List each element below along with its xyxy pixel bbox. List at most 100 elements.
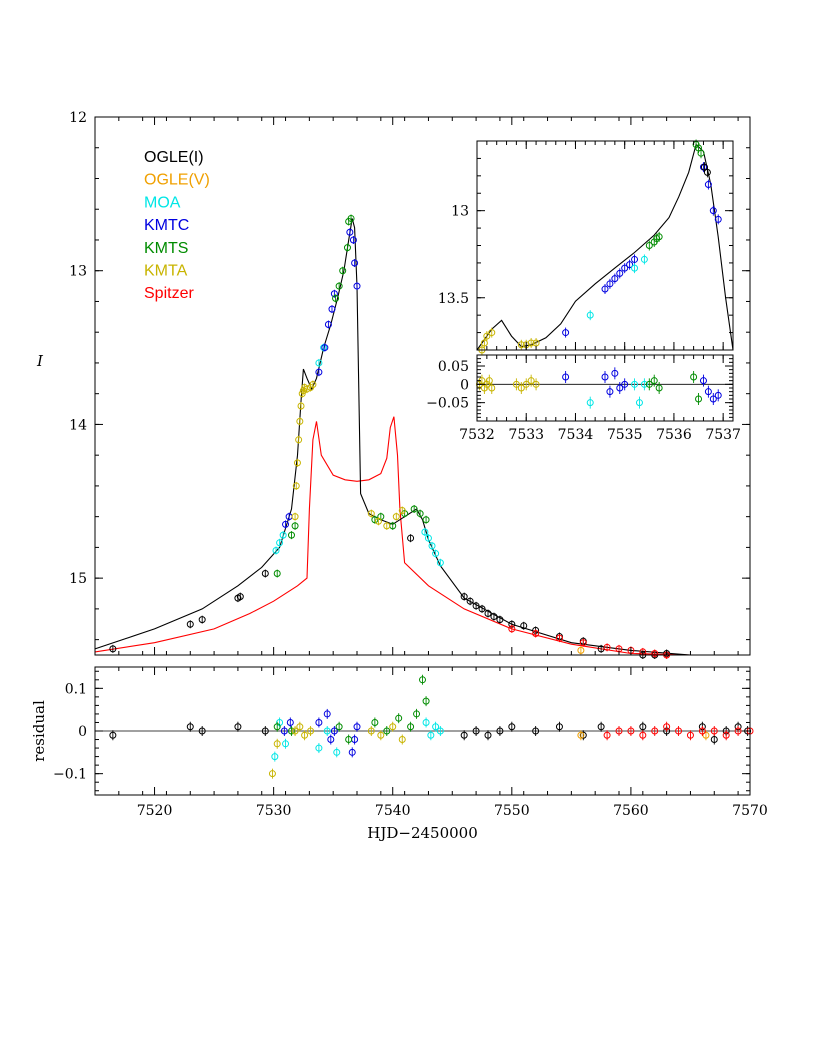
- data-point: [436, 727, 444, 735]
- y-tick-label: 12: [69, 110, 87, 126]
- data-point: [532, 727, 540, 735]
- data-point: [650, 238, 658, 246]
- data-point: [520, 622, 528, 630]
- data-point: [327, 736, 335, 744]
- data-point: [603, 643, 611, 651]
- data-point: [395, 714, 403, 722]
- data-point: [704, 388, 712, 396]
- data-point: [109, 645, 117, 653]
- spitzer-model-curve: [94, 416, 750, 656]
- data-point: [421, 528, 429, 536]
- y-tick-label: 13.5: [438, 291, 469, 307]
- data-point: [321, 344, 329, 352]
- data-point: [517, 341, 525, 349]
- data-point: [631, 380, 639, 388]
- data-point: [315, 718, 323, 726]
- data-point: [626, 261, 634, 269]
- data-point: [288, 727, 295, 735]
- data-point: [655, 384, 663, 392]
- data-point: [410, 505, 418, 513]
- data-point: [606, 388, 614, 396]
- data-point: [615, 727, 623, 735]
- data-point: [330, 290, 338, 298]
- data-point: [555, 634, 563, 642]
- data-point: [698, 727, 706, 735]
- data-point: [631, 264, 639, 272]
- data-point: [348, 748, 356, 756]
- x-tick-label: 7533: [508, 427, 544, 443]
- data-point: [330, 727, 338, 735]
- data-point: [611, 369, 619, 377]
- data-point: [472, 602, 480, 610]
- legend-entry: OGLE(V): [144, 172, 210, 189]
- series-ogle-i-: [109, 721, 752, 745]
- data-point: [293, 459, 301, 467]
- legend-entry: KMTA: [144, 263, 188, 280]
- data-point: [522, 380, 530, 388]
- data-point: [484, 609, 492, 617]
- data-point: [577, 731, 585, 739]
- data-point: [279, 531, 287, 539]
- data-point: [273, 723, 281, 731]
- data-point: [282, 740, 290, 748]
- data-point: [631, 255, 639, 263]
- y-tick-label: −0.05: [426, 396, 469, 412]
- data-point: [273, 740, 281, 748]
- data-point: [690, 373, 698, 381]
- data-point: [466, 597, 474, 605]
- x-tick-label: 7532: [459, 427, 495, 443]
- data-point: [512, 380, 520, 388]
- data-point: [427, 731, 435, 739]
- data-point: [695, 395, 703, 403]
- x-tick-label: 7535: [607, 427, 643, 443]
- data-point: [261, 570, 269, 578]
- data-point: [292, 482, 300, 490]
- data-point: [527, 377, 535, 385]
- data-point: [621, 380, 629, 388]
- y-tick-label: −0.1: [53, 767, 87, 783]
- data-point: [296, 417, 304, 425]
- y-tick-label: 14: [69, 417, 87, 433]
- data-point: [377, 731, 385, 739]
- data-point: [374, 517, 382, 525]
- legend-entry: MOA: [144, 194, 181, 211]
- data-point: [640, 380, 648, 388]
- data-point: [332, 294, 340, 302]
- data-point: [392, 513, 400, 521]
- series-ogle-v-: [577, 646, 585, 655]
- data-point: [273, 570, 281, 578]
- data-point: [343, 244, 351, 252]
- series-kmts: [645, 371, 703, 405]
- y-tick-label: 15: [69, 571, 87, 587]
- data-point: [351, 259, 359, 267]
- data-point: [517, 384, 525, 392]
- data-point: [640, 255, 648, 263]
- data-point: [419, 676, 426, 684]
- data-point: [432, 723, 440, 731]
- data-point: [597, 723, 605, 731]
- data-point: [700, 163, 708, 171]
- data-point: [383, 727, 391, 735]
- x-tick-label: 7560: [613, 803, 649, 819]
- data-point: [710, 736, 718, 744]
- data-point: [315, 359, 323, 367]
- data-point: [335, 282, 343, 290]
- data-point: [328, 305, 336, 313]
- data-point: [268, 770, 276, 778]
- data-point: [714, 215, 722, 223]
- series-moa: [586, 254, 648, 321]
- data-point: [272, 546, 280, 554]
- data-point: [261, 727, 269, 735]
- y-tick-label: 13: [451, 204, 469, 220]
- data-point: [704, 181, 712, 189]
- data-point: [645, 380, 653, 388]
- series-ogle-v-: [577, 730, 710, 741]
- series-kmtc: [280, 708, 361, 758]
- data-point: [413, 710, 421, 718]
- x-tick-label: 7540: [375, 803, 411, 819]
- data-point: [485, 377, 493, 385]
- data-point: [483, 332, 491, 340]
- data-point: [349, 236, 357, 244]
- legend-entry: Spitzer: [144, 285, 194, 302]
